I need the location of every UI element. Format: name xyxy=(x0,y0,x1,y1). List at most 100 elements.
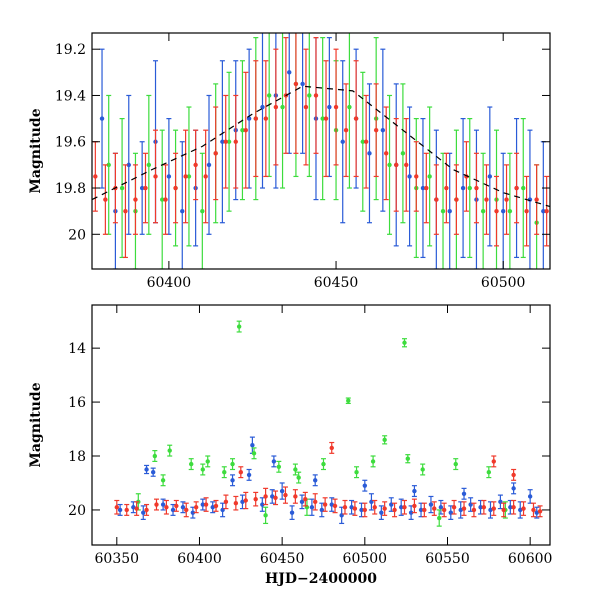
bottom-data-point xyxy=(354,466,360,479)
top-plot-frame xyxy=(91,32,551,270)
bottom-data-point xyxy=(481,499,487,515)
bottom-data-point xyxy=(491,501,497,516)
top-data-point xyxy=(92,141,98,212)
bottom-data-point xyxy=(279,482,285,500)
bottom-data-point xyxy=(534,506,540,519)
bottom-x-tick-label: 60450 xyxy=(260,551,305,567)
top-y-tick-label: 20 xyxy=(68,227,86,243)
bottom-data-point xyxy=(299,494,305,510)
top-data-point xyxy=(99,48,105,189)
bottom-data-point xyxy=(453,458,459,471)
bottom-data-point xyxy=(362,479,368,492)
bottom-data-point xyxy=(193,501,199,514)
bottom-data-point xyxy=(392,502,398,518)
bottom-data-point xyxy=(420,463,426,476)
bottom-data-point xyxy=(230,458,236,471)
bottom-data-point xyxy=(309,498,315,516)
bottom-data-point xyxy=(312,493,318,511)
top-data-point xyxy=(163,164,169,235)
top-data-point xyxy=(427,106,433,247)
bottom-data-point xyxy=(320,458,326,471)
bottom-data-point xyxy=(441,502,447,518)
top-data-point xyxy=(504,164,510,235)
top-data-point xyxy=(453,164,459,235)
bottom-data-point xyxy=(497,494,503,510)
top-data-point xyxy=(300,33,306,154)
bottom-plot-frame xyxy=(91,304,551,546)
top-data-point xyxy=(340,60,346,224)
bottom-data-point xyxy=(471,502,477,518)
top-data-point xyxy=(213,106,219,201)
top-data-point xyxy=(253,60,259,178)
bottom-data-point xyxy=(183,502,189,518)
top-data-point xyxy=(460,118,466,259)
top-data-point xyxy=(293,33,299,154)
top-data-point xyxy=(126,94,132,235)
bottom-data-point xyxy=(436,509,442,527)
top-data-point xyxy=(223,94,229,189)
top-data-point xyxy=(146,94,152,235)
bottom-data-point xyxy=(461,501,467,516)
top-data-point xyxy=(440,152,446,269)
bottom-data-point xyxy=(243,491,249,510)
bottom-data-point xyxy=(203,497,209,512)
top-data-point xyxy=(326,37,332,178)
bottom-data-point xyxy=(421,502,427,518)
top-y-tick-label: 19.8 xyxy=(55,181,86,197)
bottom-x-tick-label: 60500 xyxy=(343,551,388,567)
top-data-point xyxy=(132,164,138,235)
top-y-tick-label: 19.2 xyxy=(55,42,86,58)
bottom-data-point xyxy=(329,497,335,512)
bottom-panel: 60350 60400 60450 60500 60550 60600 14 16 18 20 M… xyxy=(28,304,552,587)
bottom-y-tick-label: 16 xyxy=(68,395,86,411)
bottom-data-point xyxy=(527,489,533,504)
bottom-data-point xyxy=(511,482,517,495)
top-data-point xyxy=(259,33,265,189)
bottom-data-point xyxy=(236,320,242,333)
bottom-data-point xyxy=(253,491,259,507)
bottom-data-point xyxy=(223,494,229,510)
bottom-data-point xyxy=(461,487,467,500)
top-data-point xyxy=(203,129,209,224)
bottom-data-point xyxy=(144,503,150,516)
bottom-data-point xyxy=(486,466,492,479)
top-data-point xyxy=(487,106,493,247)
top-panel: 60400 60450 60500 19.2 19.4 19.6 19.8 20 Magnit… xyxy=(28,32,551,291)
top-data-point xyxy=(407,106,413,247)
top-data-point xyxy=(500,152,506,269)
bottom-data-point xyxy=(188,458,194,471)
bottom-data-point xyxy=(144,464,150,475)
bottom-data-point xyxy=(190,506,196,519)
bottom-data-point xyxy=(370,455,376,468)
bottom-x-tick-label: 60550 xyxy=(425,551,470,567)
top-data-point xyxy=(524,175,530,247)
top-data-point xyxy=(102,164,108,235)
top-data-point xyxy=(183,129,189,224)
top-data-point xyxy=(306,33,312,178)
bottom-data-point xyxy=(405,454,411,464)
bottom-data-point xyxy=(362,502,368,518)
top-data-point xyxy=(383,106,389,201)
top-data-point xyxy=(393,118,399,212)
top-data-point xyxy=(420,118,426,259)
bottom-data-point xyxy=(251,447,257,460)
top-model-curve xyxy=(92,85,550,208)
top-data-point xyxy=(323,60,329,178)
bottom-data-point xyxy=(273,490,279,506)
bottom-data-point xyxy=(431,501,437,516)
bottom-data-point xyxy=(292,463,298,476)
top-data-point xyxy=(266,33,272,178)
top-data-point xyxy=(480,152,486,269)
top-data-point xyxy=(544,175,550,247)
top-data-point xyxy=(380,48,386,212)
top-data-point xyxy=(186,106,192,247)
top-x-tick-label: 60400 xyxy=(147,275,192,291)
top-data-point xyxy=(233,94,239,189)
bottom-data-point xyxy=(289,505,295,520)
bottom-data-point xyxy=(259,497,265,512)
top-data-point xyxy=(246,48,252,189)
bottom-data-point xyxy=(339,506,345,525)
top-data-point xyxy=(199,152,205,269)
bottom-x-tick-label: 60350 xyxy=(95,551,140,567)
